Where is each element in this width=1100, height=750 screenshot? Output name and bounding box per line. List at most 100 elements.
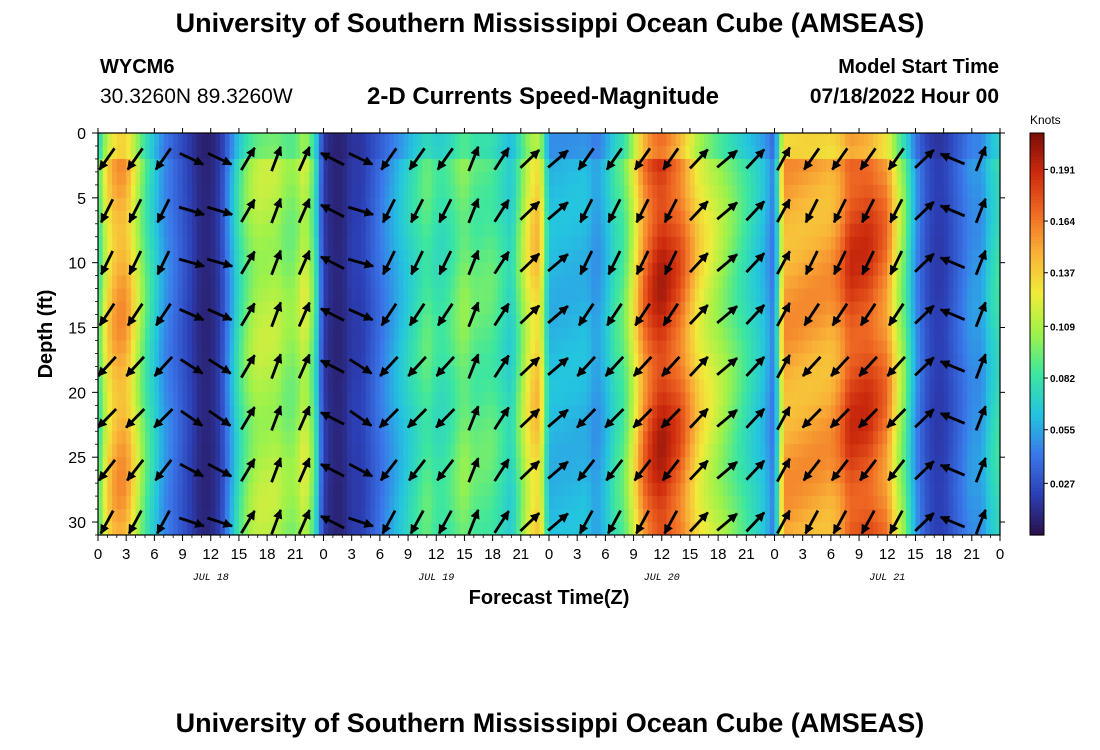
heatmap-cell bbox=[722, 509, 729, 523]
heatmap-cell bbox=[525, 197, 531, 212]
heatmap-cell bbox=[727, 470, 733, 484]
heatmap-cell bbox=[802, 327, 808, 342]
heatmap-cell bbox=[694, 262, 700, 277]
heatmap-cell bbox=[694, 340, 700, 355]
heatmap-cell bbox=[309, 275, 315, 290]
heatmap-cell bbox=[224, 275, 231, 290]
heatmap-cell bbox=[788, 197, 794, 212]
heatmap-cell bbox=[431, 223, 437, 238]
heatmap-cell bbox=[704, 444, 710, 458]
heatmap-cell bbox=[586, 340, 592, 355]
heatmap-cell bbox=[422, 483, 428, 497]
heatmap-cell bbox=[760, 379, 766, 393]
heatmap-cell bbox=[107, 340, 113, 355]
heatmap-cell bbox=[98, 496, 104, 510]
heatmap-cell bbox=[647, 509, 653, 523]
heatmap-cell bbox=[337, 249, 343, 264]
heatmap-cell bbox=[525, 314, 531, 329]
heatmap-cell bbox=[346, 470, 353, 484]
heatmap-cell bbox=[591, 392, 597, 406]
heatmap-cell bbox=[431, 457, 437, 471]
heatmap-cell bbox=[816, 197, 823, 212]
heatmap-cell bbox=[163, 496, 170, 510]
heatmap-cell bbox=[581, 457, 588, 471]
heatmap-cell bbox=[689, 392, 696, 406]
heatmap-cell bbox=[177, 509, 184, 523]
heatmap-cell bbox=[351, 470, 357, 484]
heatmap-cell bbox=[502, 470, 508, 484]
heatmap-cell bbox=[459, 522, 466, 535]
heatmap-cell bbox=[356, 470, 362, 484]
heatmap-cell bbox=[220, 327, 226, 342]
heatmap-cell bbox=[346, 379, 353, 393]
heatmap-cell bbox=[736, 366, 743, 380]
heatmap-cell bbox=[765, 327, 771, 342]
heatmap-cell bbox=[173, 483, 179, 497]
heatmap-cell bbox=[487, 197, 494, 212]
heatmap-cell bbox=[783, 236, 790, 251]
heatmap-cell bbox=[788, 379, 794, 393]
heatmap-cell bbox=[365, 275, 372, 290]
heatmap-cell bbox=[248, 522, 254, 535]
heatmap-cell bbox=[802, 236, 808, 251]
heatmap-cell bbox=[370, 145, 376, 160]
heatmap-cell bbox=[492, 340, 498, 355]
heatmap-cell bbox=[140, 431, 146, 445]
heatmap-cell bbox=[614, 314, 621, 329]
heatmap-cell bbox=[769, 158, 776, 173]
heatmap-cell bbox=[736, 444, 743, 458]
heatmap-cell bbox=[389, 133, 395, 147]
heatmap-cell bbox=[393, 340, 400, 355]
heatmap-cell bbox=[473, 392, 480, 406]
heatmap-cell bbox=[769, 288, 776, 303]
heatmap-cell bbox=[689, 197, 696, 212]
heatmap-cell bbox=[215, 444, 221, 458]
heatmap-cell bbox=[722, 366, 729, 380]
heatmap-cell bbox=[116, 470, 123, 484]
heatmap-cell bbox=[140, 353, 146, 368]
heatmap-cell bbox=[549, 392, 555, 406]
heatmap-cell bbox=[793, 133, 799, 147]
heatmap-cell bbox=[455, 262, 461, 277]
heatmap-cell bbox=[666, 197, 672, 212]
heatmap-cell bbox=[201, 444, 207, 458]
heatmap-cell bbox=[483, 171, 489, 186]
heatmap-cell bbox=[379, 236, 386, 251]
heatmap-cell bbox=[586, 288, 592, 303]
heatmap-cell bbox=[191, 210, 198, 225]
heatmap-cell bbox=[558, 158, 564, 173]
heatmap-cell bbox=[769, 392, 776, 406]
heatmap-cell bbox=[304, 314, 311, 329]
heatmap-cell bbox=[98, 379, 104, 393]
heatmap-cell bbox=[797, 457, 804, 471]
heatmap-cell bbox=[661, 223, 668, 238]
heatmap-cell bbox=[455, 197, 461, 212]
heatmap-cell bbox=[290, 184, 296, 199]
heatmap-cell bbox=[577, 210, 583, 225]
heatmap-cell bbox=[600, 496, 606, 510]
heatmap-cell bbox=[365, 496, 372, 510]
heatmap-cell bbox=[816, 418, 823, 432]
heatmap-cell bbox=[774, 431, 780, 445]
heatmap-cell bbox=[412, 171, 419, 186]
heatmap-cell bbox=[102, 184, 108, 199]
heatmap-cell bbox=[722, 133, 729, 147]
heatmap-cell bbox=[751, 184, 757, 199]
heatmap-cell bbox=[788, 314, 794, 329]
heatmap-cell bbox=[539, 301, 545, 316]
heatmap-cell bbox=[351, 171, 357, 186]
heatmap-cell bbox=[675, 171, 682, 186]
heatmap-cell bbox=[572, 483, 578, 497]
heatmap-cell bbox=[492, 483, 498, 497]
heatmap-cell bbox=[168, 457, 174, 471]
heatmap-cell bbox=[497, 431, 503, 445]
heatmap-cell bbox=[398, 457, 404, 471]
heatmap-cell bbox=[558, 223, 564, 238]
heatmap-cell bbox=[455, 470, 461, 484]
heatmap-cell bbox=[760, 366, 766, 380]
heatmap-cell bbox=[163, 470, 170, 484]
heatmap-cell bbox=[196, 223, 202, 238]
heatmap-cell bbox=[445, 483, 451, 497]
heatmap-cell bbox=[140, 223, 146, 238]
heatmap-cell bbox=[431, 379, 437, 393]
